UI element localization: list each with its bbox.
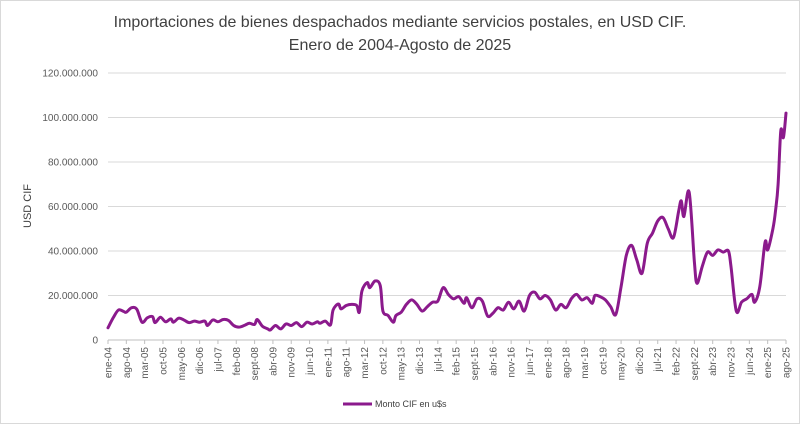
x-axis-ticks: ene-04 ago-04 mar-05 oct-05 may-06 dic-06 jul-…: [104, 340, 793, 380]
x-tick-label: dic-06: [195, 347, 206, 375]
x-tick-label: mar-12: [360, 347, 371, 379]
x-tick-label: jun-17: [525, 347, 536, 376]
x-tick-label: ago-25: [782, 347, 793, 379]
x-tick-label: jul-07: [213, 347, 224, 373]
x-tick-label: abr-09: [268, 347, 279, 376]
chart-title-line-1: Importaciones de bienes despachados medi…: [114, 14, 687, 31]
y-tick-label: 0: [92, 336, 98, 347]
x-tick-label: oct-19: [598, 347, 609, 375]
x-tick-label: sept-15: [470, 347, 481, 381]
x-tick-label: nov-16: [507, 347, 518, 378]
legend-label: Monto CIF en u$s: [375, 399, 447, 409]
x-tick-label: dic-20: [635, 347, 646, 375]
x-tick-label: abr-16: [488, 347, 499, 376]
series-line: [106, 111, 788, 332]
gridlines: [108, 72, 786, 296]
y-tick-label: 40.000.000: [48, 247, 98, 258]
x-tick-label: oct-05: [158, 347, 169, 375]
y-tick-label: 20.000.000: [48, 291, 98, 302]
chart-title-line-2: Enero de 2004-Agosto de 2025: [289, 37, 512, 54]
x-tick-label: feb-15: [452, 347, 463, 376]
x-tick-label: sept-22: [690, 347, 701, 381]
x-tick-label: feb-08: [232, 347, 243, 376]
x-tick-label: nov-09: [287, 347, 298, 378]
x-tick-label: ene-18: [543, 347, 554, 379]
x-tick-label: ago-11: [342, 347, 353, 378]
x-tick-label: abr-23: [708, 347, 719, 376]
x-tick-label: jul-14: [433, 347, 444, 373]
x-tick-label: oct-12: [378, 347, 389, 375]
x-tick-label: ene-11: [323, 347, 334, 378]
y-tick-label: 60.000.000: [48, 202, 98, 213]
x-tick-label: feb-22: [672, 347, 683, 376]
series-layer: [106, 111, 788, 332]
x-tick-label: nov-23: [727, 347, 738, 378]
x-tick-label: ago-18: [562, 347, 573, 379]
x-tick-label: jun-10: [305, 347, 316, 376]
x-tick-label: mar-19: [580, 347, 591, 379]
x-tick-label: ene-04: [104, 347, 115, 379]
y-axis-title: USD CIF: [22, 184, 34, 228]
x-tick-label: ago-04: [122, 347, 133, 379]
x-tick-label: jul-21: [653, 347, 664, 373]
x-tick-label: dic-13: [415, 347, 426, 375]
x-tick-label: ene-25: [763, 347, 774, 379]
x-tick-label: may-06: [177, 347, 188, 381]
x-tick-label: may-13: [397, 347, 408, 381]
x-tick-label: sept-08: [250, 347, 261, 381]
x-tick-label: mar-05: [140, 347, 151, 379]
y-tick-label: 120.000.000: [42, 69, 98, 80]
legend: Monto CIF en u$s: [343, 399, 447, 409]
y-axis-ticks: 0 20.000.000 40.000.000 60.000.000 80.000.00…: [42, 69, 98, 347]
y-tick-label: 100.000.000: [42, 113, 98, 124]
x-tick-label: jun-24: [745, 347, 756, 376]
y-tick-label: 80.000.000: [48, 158, 98, 169]
x-tick-label: may-20: [617, 347, 628, 381]
